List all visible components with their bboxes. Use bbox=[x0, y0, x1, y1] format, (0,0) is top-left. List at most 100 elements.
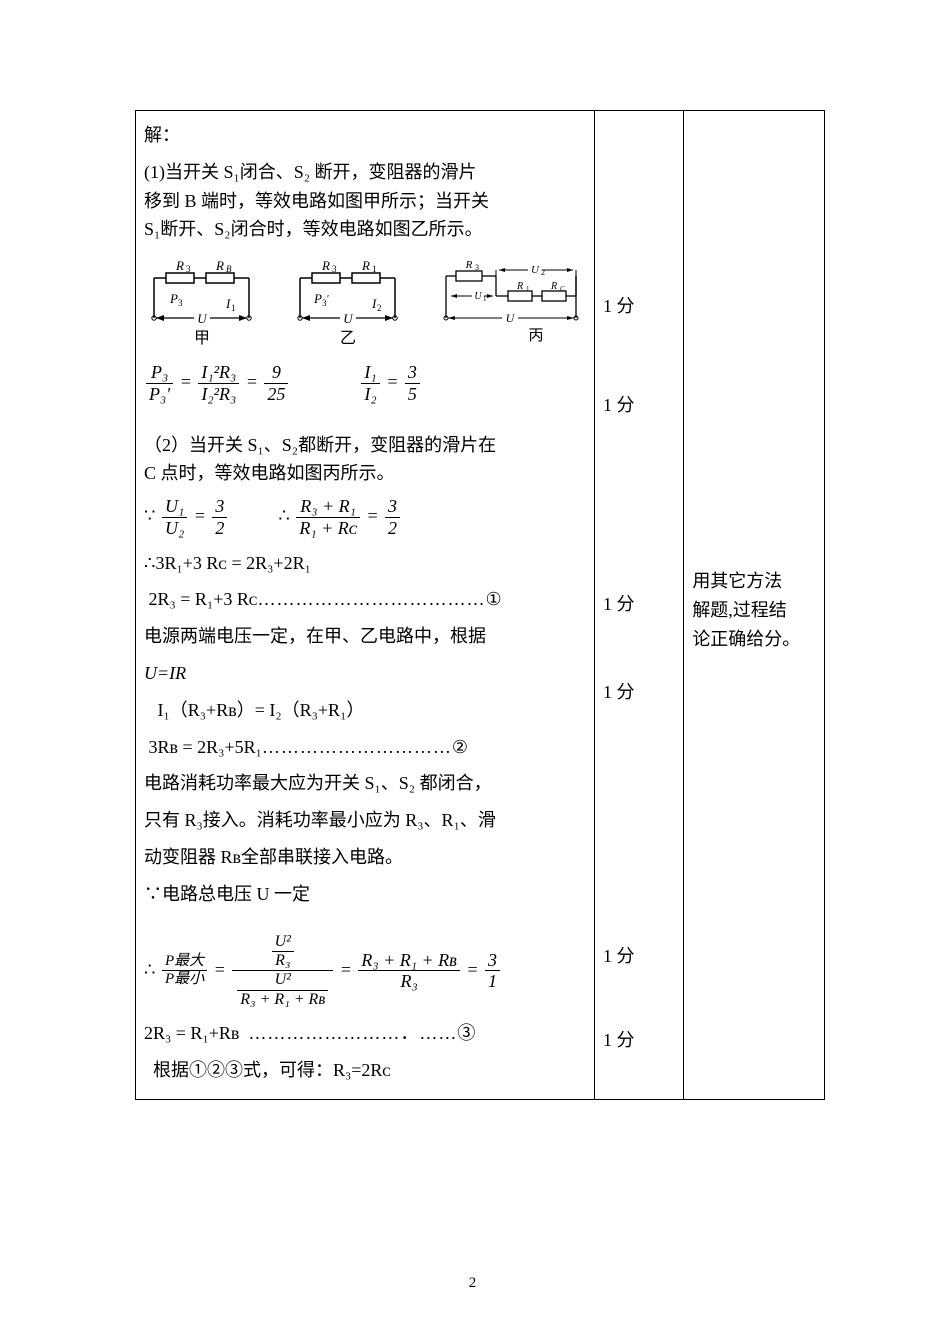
p2-line-b: C 点时，等效电路如图丙所示。 bbox=[144, 463, 395, 483]
eq2-lhs-den: I₂ bbox=[361, 384, 379, 405]
svg-text:3: 3 bbox=[475, 263, 479, 272]
circuit-yi: R 3 R 1 P 3 ′ I 2 U 乙 bbox=[290, 258, 405, 348]
svg-text:′: ′ bbox=[327, 294, 329, 305]
line-14: ∵电路总电压 U 一定 bbox=[144, 880, 586, 909]
note-text: 用其它方法 解题,过程结 论正确给分。 bbox=[692, 567, 816, 653]
line-15: 2R₃ = R₁+Rʙ ……………………．……③ bbox=[144, 1019, 586, 1048]
svg-text:丙: 丙 bbox=[528, 328, 543, 344]
svg-text:3: 3 bbox=[332, 264, 337, 274]
eq3-rhs-num: 3 bbox=[212, 496, 227, 518]
line-16: 根据①②③式，可得：R₃=2Rᴄ bbox=[144, 1056, 586, 1085]
svg-text:U: U bbox=[474, 291, 482, 302]
svg-text:B: B bbox=[226, 264, 232, 274]
line-6: 2R₃ = R₁+3 Rᴄ………………………………① bbox=[144, 585, 586, 614]
svg-text:1: 1 bbox=[372, 264, 377, 274]
eq1-rhs-num: 9 bbox=[264, 362, 288, 384]
eq2-lhs-num: I₁ bbox=[361, 362, 379, 384]
svg-text:R: R bbox=[465, 259, 473, 271]
svg-text:1: 1 bbox=[526, 285, 530, 293]
eq5-mid-top-num: U² bbox=[272, 933, 294, 952]
eq3-lhs-num: U₁ bbox=[162, 496, 187, 518]
svg-text:R: R bbox=[321, 258, 330, 273]
svg-text:R: R bbox=[550, 281, 557, 292]
note-l2: 解题,过程结 bbox=[692, 600, 787, 620]
eq5-rhs1-den: R₃ bbox=[358, 971, 460, 992]
eq5-lhs-den: P最小 bbox=[162, 971, 207, 988]
line-9-eq: I₁（R₃+Rʙ）= I₂（R₃+R₁） bbox=[158, 700, 365, 720]
main-table: 解： (1)当开关 S₁闭合、S₂ 断开，变阻器的滑片 移到 B 端时，等效电路… bbox=[135, 110, 825, 1100]
eq3-lhs-den: U₂ bbox=[162, 518, 187, 539]
svg-text:2: 2 bbox=[377, 303, 382, 313]
note-column: 用其它方法 解题,过程结 论正确给分。 bbox=[684, 111, 825, 1100]
line-6-dots: ………………………………① bbox=[257, 589, 502, 609]
para-2: （2）当开关 S₁、S₂都断开，变阻器的滑片在 C 点时，等效电路如图丙所示。 bbox=[144, 431, 586, 489]
line-15-dots: ……………………．……③ bbox=[248, 1023, 476, 1043]
eq5-mid-top-den: R₃ bbox=[272, 952, 294, 970]
eq5-lhs-num: P最大 bbox=[162, 953, 207, 971]
circuit-bing: R 3 U 2 R 1 R C bbox=[436, 258, 586, 348]
eq4-rhs-den: 2 bbox=[385, 518, 400, 539]
circuit-yi-svg: R 3 R 1 P 3 ′ I 2 U 乙 bbox=[290, 258, 405, 348]
eq5-rhs1-num: R₃ + R₁ + Rʙ bbox=[358, 950, 460, 972]
line-12: 只有 R₃接入。消耗功率最小应为 R₃、R₁、滑 bbox=[144, 806, 586, 835]
svg-text:C: C bbox=[560, 285, 565, 293]
circuit-bing-svg: R 3 U 2 R 1 R C bbox=[436, 258, 586, 348]
eq1-lhs-num: P₃ bbox=[146, 362, 173, 384]
line-13: 动变阻器 Rʙ全部串联接入电路。 bbox=[144, 843, 586, 872]
line-10a: 3Rʙ = 2R₃+5R₁ bbox=[149, 737, 262, 757]
eq5-rhs2-den: 1 bbox=[485, 971, 500, 992]
circuit-jia-svg: R 3 R B P 3 I 1 U 甲 bbox=[144, 258, 259, 348]
solution-column: 解： (1)当开关 S₁闭合、S₂ 断开，变阻器的滑片 移到 B 端时，等效电路… bbox=[136, 111, 595, 1100]
p2-line-a: （2）当开关 S₁、S₂都断开，变阻器的滑片在 bbox=[144, 435, 496, 455]
line-9: I₁（R₃+Rʙ）= I₂（R₃+R₁） bbox=[144, 696, 586, 725]
eq2-rhs-den: 5 bbox=[405, 384, 420, 405]
svg-text:1: 1 bbox=[231, 303, 236, 313]
p1-line-b: 移到 B 端时，等效电路如图甲所示；当开关 bbox=[144, 191, 489, 211]
svg-text:3: 3 bbox=[178, 298, 183, 308]
eq5-mid-bot-num: U² bbox=[237, 971, 328, 990]
p1-line-a: (1)当开关 S₁闭合、S₂ 断开，变阻器的滑片 bbox=[144, 162, 477, 182]
page-number: 2 bbox=[0, 1271, 945, 1295]
score-5: 1 分 bbox=[603, 942, 675, 971]
equation-3-4: ∵ U₁ U₂ = 3 2 ∴ R₃ + R₁ R₁ + Rᴄ = 3 2 bbox=[144, 496, 586, 538]
equation-1: P₃ P₃′ = I₁²R₃ I₂²R₃ = 9 25 I₁ I₂ = 3 5 bbox=[144, 362, 586, 404]
page: 解： (1)当开关 S₁闭合、S₂ 断开，变阻器的滑片 移到 B 端时，等效电路… bbox=[0, 0, 945, 1335]
svg-text:乙: 乙 bbox=[340, 330, 356, 347]
line-10: 3Rʙ = 2R₃+5R₁…………………………② bbox=[144, 733, 586, 762]
eq4-rhs-num: 3 bbox=[385, 496, 400, 518]
note-l3: 论正确给分。 bbox=[692, 629, 800, 649]
eq5-rhs2-num: 3 bbox=[485, 950, 500, 972]
para-1: (1)当开关 S₁闭合、S₂ 断开，变阻器的滑片 移到 B 端时，等效电路如图甲… bbox=[144, 158, 586, 244]
eq1-lhs-den: P₃′ bbox=[146, 384, 173, 405]
line-8-eq: U=IR bbox=[144, 663, 186, 683]
circuit-diagrams: R 3 R B P 3 I 1 U 甲 bbox=[144, 258, 586, 348]
eq1-rhs-den: 25 bbox=[264, 384, 288, 405]
score-3: 1 分 bbox=[603, 590, 675, 619]
svg-text:甲: 甲 bbox=[194, 330, 210, 347]
svg-text:U: U bbox=[506, 311, 516, 325]
eq4-lhs-num: R₃ + R₁ bbox=[296, 496, 360, 518]
line-15a: 2R₃ = R₁+Rʙ bbox=[144, 1023, 239, 1043]
eq4-lhs-den: R₁ + Rᴄ bbox=[296, 518, 360, 539]
eq3-pre: ∵ bbox=[144, 505, 155, 525]
svg-text:R: R bbox=[215, 258, 224, 273]
line-16-text: 根据①②③式，可得：R₃=2Rᴄ bbox=[153, 1060, 391, 1080]
score-column: 1 分 1 分 1 分 1 分 1 分 1 分 bbox=[594, 111, 683, 1100]
score-1: 1 分 bbox=[603, 292, 675, 321]
svg-text:U: U bbox=[343, 311, 354, 326]
eq5-pre: ∴ bbox=[144, 959, 155, 979]
eq3-rhs-den: 2 bbox=[212, 518, 227, 539]
eq1-mid-den: I₂²R₃ bbox=[198, 384, 239, 405]
eq4-pre: ∴ bbox=[278, 505, 289, 525]
equation-5: ∴ P最大 P最小 = U² R₃ U² R₃ + R₁ + Rʙ = R₃ + bbox=[144, 933, 586, 1010]
line-8: U=IR bbox=[144, 659, 586, 688]
eq2-rhs-num: 3 bbox=[405, 362, 420, 384]
note-l1: 用其它方法 bbox=[692, 571, 782, 591]
line-11: 电路消耗功率最大应为开关 S₁、S₂ 都闭合， bbox=[144, 769, 586, 798]
score-2: 1 分 bbox=[603, 391, 675, 420]
line-6a: 2R₃ = R₁+3 Rᴄ bbox=[149, 589, 258, 609]
svg-text:P: P bbox=[313, 291, 322, 306]
svg-text:3: 3 bbox=[186, 264, 191, 274]
eq1-mid-num: I₁²R₃ bbox=[198, 362, 239, 384]
svg-text:R: R bbox=[361, 258, 370, 273]
